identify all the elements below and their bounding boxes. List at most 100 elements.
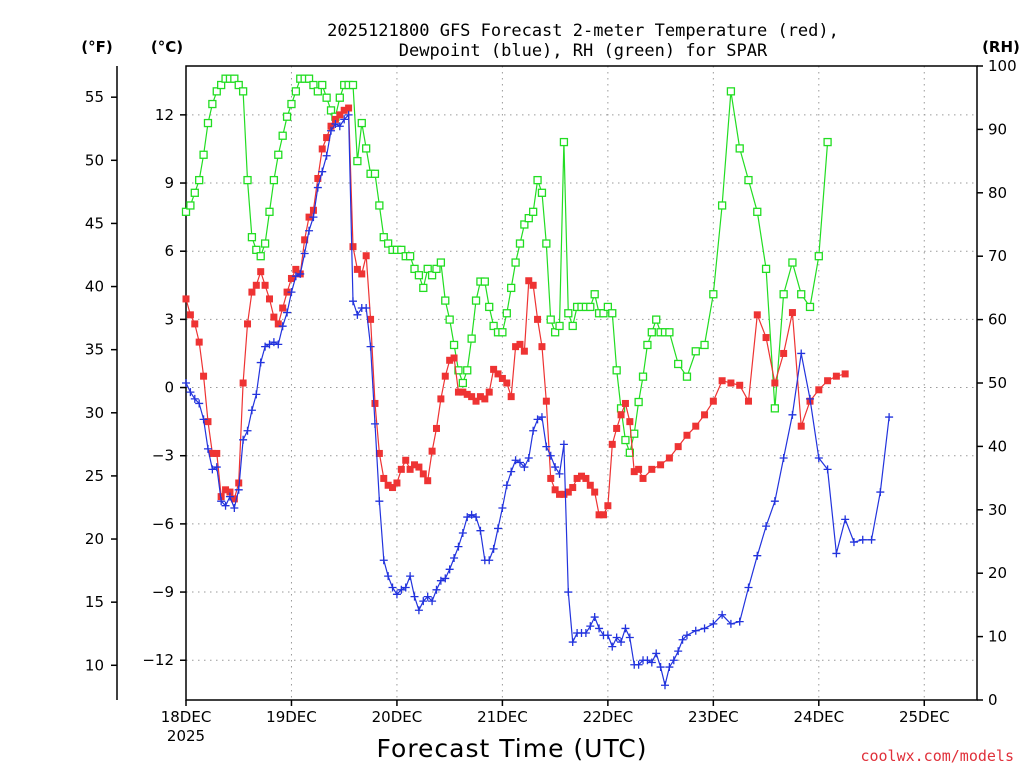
rh-tick-label: 60 xyxy=(988,311,1007,329)
rh-point xyxy=(432,264,441,274)
2-meter-temperature-point xyxy=(406,465,414,473)
2-meter-temperature-point xyxy=(692,422,700,430)
rh-point xyxy=(652,315,661,324)
2-meter-temperature-point xyxy=(252,281,260,289)
rh-point xyxy=(471,296,481,305)
2-meter-temperature-point xyxy=(283,288,291,296)
celsius-tick-label: −9 xyxy=(152,583,174,601)
dewpoint-point xyxy=(190,394,199,403)
rh-point xyxy=(489,321,498,331)
2-meter-temperature-point xyxy=(415,463,423,471)
rh-point xyxy=(441,296,450,305)
rh-point xyxy=(744,175,753,185)
dewpoint-point xyxy=(709,619,718,628)
2-meter-temperature-point xyxy=(454,388,462,396)
dewpoint-point xyxy=(300,249,309,258)
dewpoint-point xyxy=(340,115,349,124)
2-meter-temperature-point xyxy=(340,106,348,114)
dewpoint-point xyxy=(278,322,287,331)
dewpoint-point xyxy=(832,549,841,558)
rh-point xyxy=(419,283,428,293)
2-meter-temperature-point xyxy=(389,484,397,492)
2-meter-temperature-point xyxy=(657,461,665,469)
dewpoint-point xyxy=(388,583,397,592)
2-meter-temperature-point xyxy=(270,313,278,321)
dewpoint-point xyxy=(362,304,371,313)
2-meter-temperature-point xyxy=(591,488,599,496)
dewpoint-point xyxy=(678,635,687,644)
2-meter-temperature-point xyxy=(468,393,476,401)
2-meter-temperature-point xyxy=(402,456,410,464)
rh-point xyxy=(318,80,327,90)
celsius-tick-label: 3 xyxy=(164,310,174,328)
dewpoint-point xyxy=(647,658,656,667)
rh-point xyxy=(599,309,608,318)
rh-point xyxy=(243,175,252,185)
rh-point xyxy=(454,366,463,375)
celsius-tick-label: −6 xyxy=(152,515,174,533)
fahrenheit-axis: 55 50 45 40 35 30 25 20 15 10 xyxy=(85,88,117,674)
rh-point xyxy=(625,448,634,457)
rh-point xyxy=(256,252,265,261)
dewpoint-point xyxy=(467,510,476,519)
2-meter-temperature-point xyxy=(349,243,357,251)
time-tick-label: 25DEC xyxy=(899,708,950,726)
dewpoint-point xyxy=(806,394,815,403)
2-meter-temperature-point xyxy=(617,411,625,419)
rh-point xyxy=(186,201,195,210)
dewpoint-point xyxy=(744,583,753,592)
dewpoint-line xyxy=(185,113,890,686)
2-meter-temperature-point xyxy=(327,122,335,130)
2-meter-temperature-point xyxy=(613,424,621,432)
rh-point xyxy=(726,87,736,96)
rh-point xyxy=(612,366,621,375)
fahrenheit-tick-label: 55 xyxy=(85,88,104,106)
dewpoint-point xyxy=(247,406,256,415)
2-meter-temperature-point xyxy=(503,379,511,387)
dewpoint-point xyxy=(322,151,331,160)
2-meter-temperature-point xyxy=(432,424,440,432)
chart-title: 2025121800 GFS Forecast 2-meter Temperat… xyxy=(327,21,839,61)
dewpoint-point xyxy=(564,588,573,597)
rh-point xyxy=(238,87,248,96)
rh-point xyxy=(559,137,569,147)
2-meter-temperature-point xyxy=(542,397,550,405)
dewpoint-point xyxy=(682,631,691,640)
rh-point xyxy=(682,372,692,381)
dewpoint-point xyxy=(212,463,221,472)
dewpoint-point xyxy=(208,465,217,474)
rh-point xyxy=(414,271,424,280)
rh-point xyxy=(520,220,529,229)
2-meter-temperature-point xyxy=(353,265,361,273)
dewpoint-point xyxy=(441,574,450,583)
dewpoint-point xyxy=(551,463,560,472)
2-meter-temperature-point xyxy=(608,440,616,448)
rh-point xyxy=(555,321,564,331)
2-meter-temperature-point xyxy=(191,320,199,328)
2-meter-temperature-point xyxy=(472,397,480,405)
rh-point xyxy=(761,264,771,274)
dewpoint-point xyxy=(463,513,472,522)
rh-point xyxy=(524,214,533,223)
time-tick-label: 19DEC xyxy=(266,708,317,726)
2-meter-temperature-point xyxy=(595,511,603,519)
dewpoint-point xyxy=(849,538,858,547)
2-meter-temperature-point xyxy=(331,115,339,123)
fahrenheit-tick-label: 30 xyxy=(85,404,104,422)
dewpoint-point xyxy=(502,481,511,490)
dewpoint-point xyxy=(625,633,634,642)
dewpoint-point xyxy=(507,467,516,476)
time-tick-label: 21DEC xyxy=(477,708,528,726)
dewpoint-point xyxy=(612,633,621,642)
rh-point xyxy=(445,315,454,324)
rh-tick-label: 70 xyxy=(988,247,1007,265)
fahrenheit-tick-label: 50 xyxy=(85,151,104,169)
2-meter-temperature-point xyxy=(222,486,230,494)
2-meter-temperature-point xyxy=(551,486,559,494)
dewpoint-point xyxy=(344,110,353,119)
dewpoint-point xyxy=(718,610,727,619)
2-meter-temperature-point xyxy=(226,488,234,496)
2-meter-temperature-point xyxy=(490,365,498,373)
dewpoint-point xyxy=(823,465,832,474)
rh-point xyxy=(423,264,432,274)
